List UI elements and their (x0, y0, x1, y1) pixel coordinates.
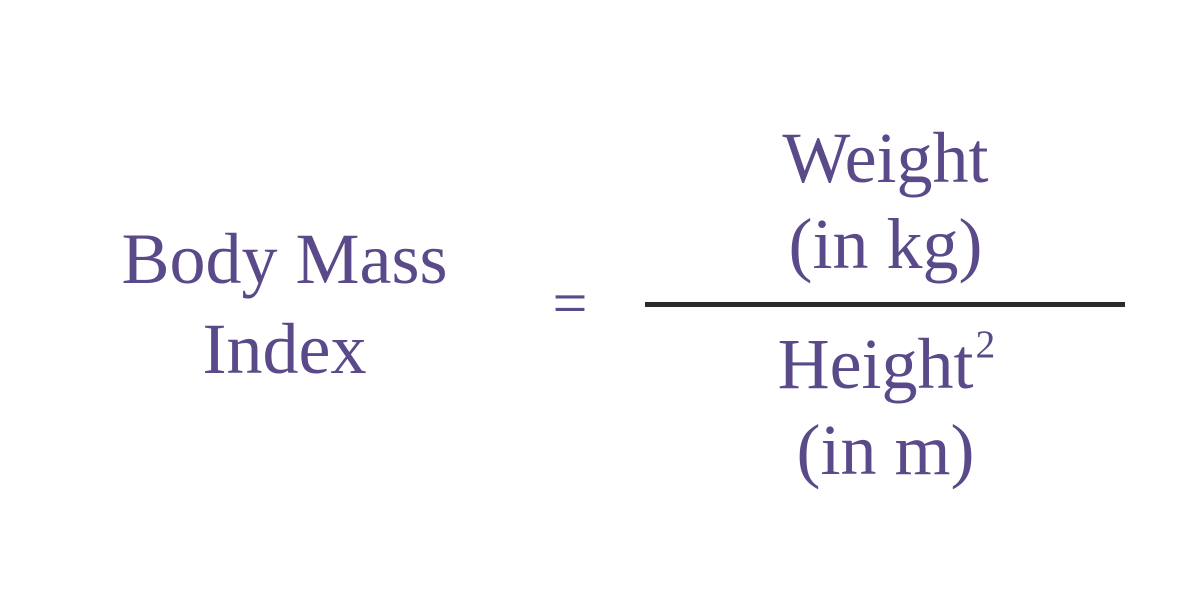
numerator-line-2: (in kg) (782, 201, 988, 287)
numerator-line-1: Weight (782, 115, 988, 201)
lhs-line-1: Body Mass (75, 214, 495, 304)
equals-sign: = (553, 269, 588, 340)
denominator-exponent: 2 (976, 322, 996, 366)
fraction-denominator: Height2 (in m) (778, 321, 994, 494)
formula-lhs: Body Mass Index (75, 214, 495, 394)
denominator-base: Height (778, 324, 974, 404)
formula-rhs: Weight (in kg) Height2 (in m) (645, 115, 1125, 494)
denominator-line-2: (in m) (778, 407, 994, 493)
lhs-line-2: Index (75, 304, 495, 394)
fraction-numerator: Weight (in kg) (782, 115, 988, 288)
fraction-bar (645, 302, 1125, 307)
denominator-line-1: Height2 (778, 321, 994, 407)
bmi-formula: Body Mass Index = Weight (in kg) Height2… (0, 0, 1200, 608)
